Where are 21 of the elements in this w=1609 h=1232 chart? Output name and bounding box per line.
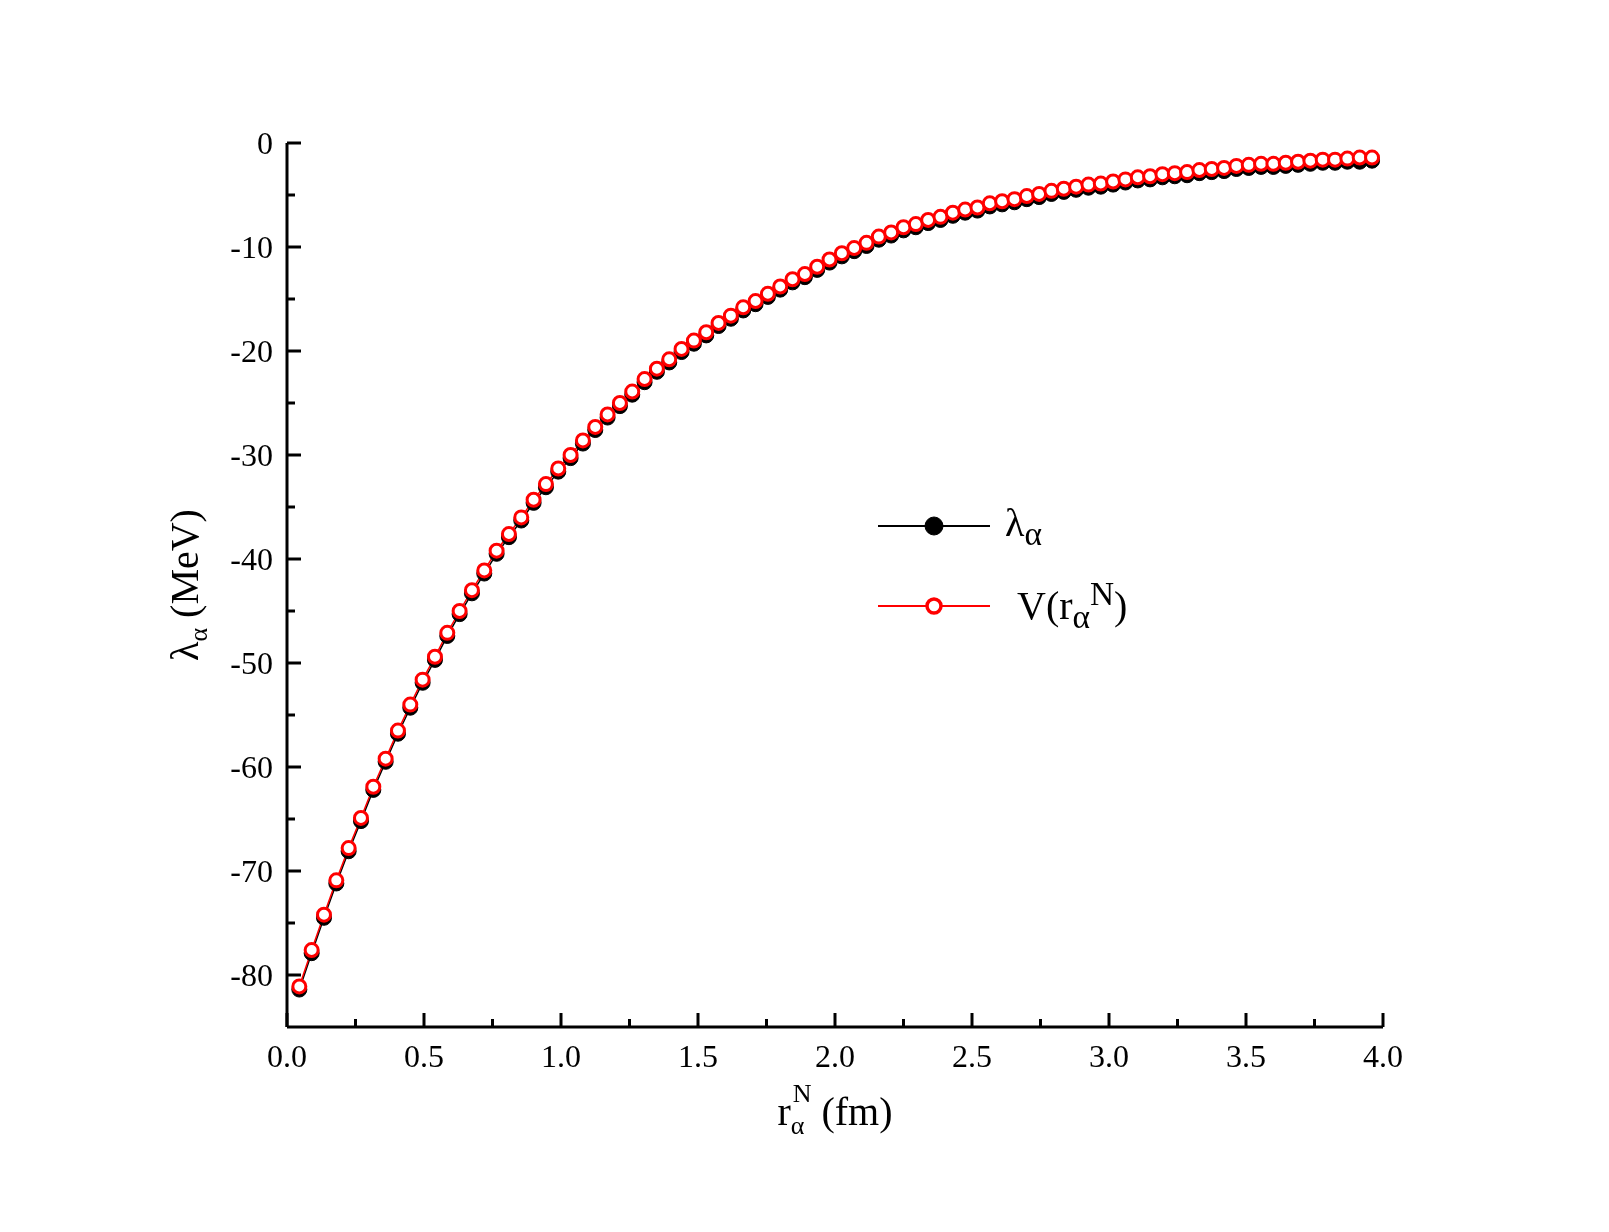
x-tick-label: 1.5 [678, 1038, 718, 1074]
x-axis-title: r$_{α}$$^{N}$ (fm) [777, 1078, 893, 1141]
y-tick-label: -60 [230, 749, 273, 785]
y-tick-label: 0 [257, 125, 273, 161]
x-tick-label: 0.0 [267, 1038, 307, 1074]
y-tick-label: -70 [230, 853, 273, 889]
y-tick-label: -30 [230, 437, 273, 473]
x-tick-label: 4.0 [1363, 1038, 1403, 1074]
x-tick-label: 3.5 [1226, 1038, 1266, 1074]
legend-label: V(r$_{α}$$^{N}$) [1017, 575, 1128, 637]
x-tick-label: 0.5 [404, 1038, 444, 1074]
x-tick-label: 3.0 [1089, 1038, 1129, 1074]
legend-label: λ$_{α}$ [1005, 499, 1042, 553]
y-tick-label: -50 [230, 645, 273, 681]
y-tick-label: -80 [230, 957, 273, 993]
y-tick-label: -20 [230, 333, 273, 369]
y-tick-label: -40 [230, 541, 273, 577]
y-tick-label: -10 [230, 229, 273, 265]
x-tick-label: 1.0 [541, 1038, 581, 1074]
x-tick-label: 2.0 [815, 1038, 855, 1074]
x-tick-label: 2.5 [952, 1038, 992, 1074]
